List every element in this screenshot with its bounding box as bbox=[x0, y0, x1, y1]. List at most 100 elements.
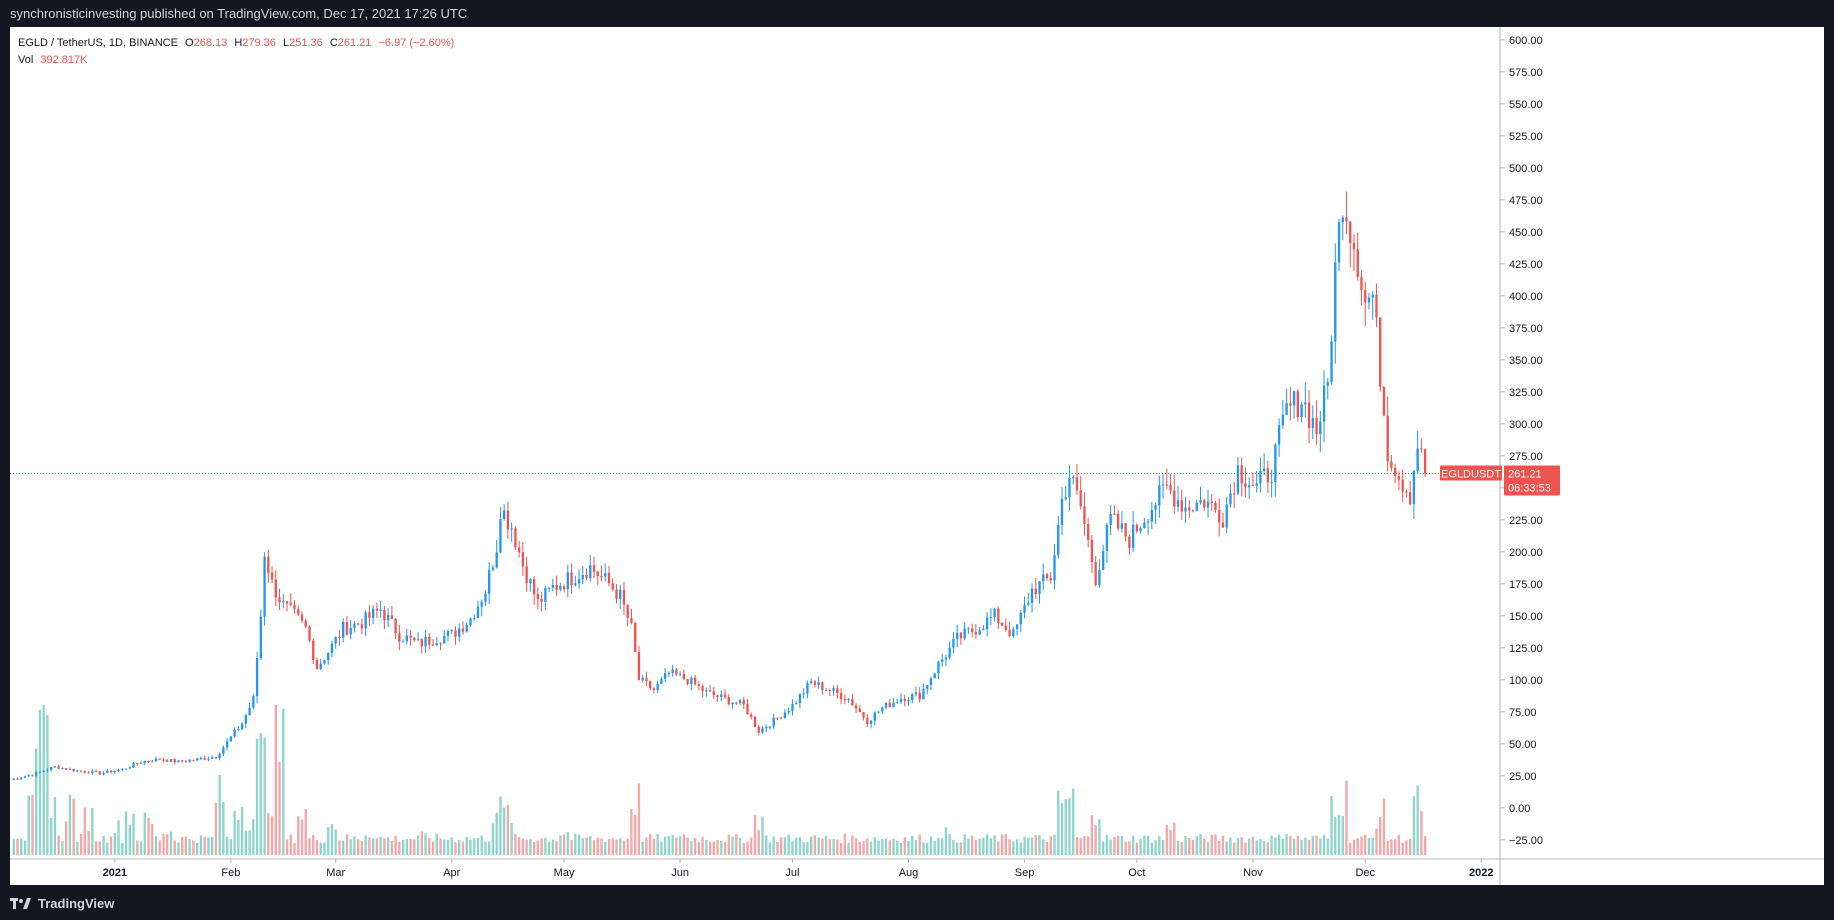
volume-bar bbox=[532, 841, 536, 855]
price-tick-label: 175.00 bbox=[1509, 579, 1543, 591]
candle-body bbox=[547, 587, 551, 589]
candle-body bbox=[544, 588, 547, 602]
candle bbox=[53, 766, 57, 769]
candle bbox=[847, 697, 850, 703]
candle-body bbox=[454, 630, 457, 637]
candle-body bbox=[1326, 382, 1329, 386]
candle bbox=[1176, 485, 1180, 512]
candle-body bbox=[1098, 570, 1101, 586]
volume-bar bbox=[1382, 798, 1386, 855]
candle-body bbox=[1087, 523, 1090, 540]
volume-bar bbox=[1337, 815, 1341, 855]
volume-bar bbox=[1375, 828, 1378, 855]
candle bbox=[622, 581, 626, 615]
candle-body bbox=[1266, 468, 1270, 483]
candle bbox=[102, 771, 105, 776]
candle bbox=[641, 674, 644, 683]
volume-bar bbox=[1027, 837, 1030, 855]
volume-bar bbox=[540, 838, 543, 855]
candle-body bbox=[854, 705, 858, 709]
candle bbox=[431, 639, 435, 646]
candle-body bbox=[338, 636, 341, 638]
candle bbox=[1064, 486, 1067, 501]
volume-bar bbox=[64, 821, 68, 855]
candle-body bbox=[64, 768, 68, 770]
volume-bar bbox=[409, 838, 412, 855]
volume-bar bbox=[360, 840, 364, 855]
price-chart[interactable]: 600.00 575.00 550.00 525.00 500.00 475.00 450.… bbox=[10, 27, 1824, 885]
candle bbox=[1180, 489, 1183, 521]
candle bbox=[596, 570, 599, 586]
volume-bar bbox=[327, 827, 330, 855]
candle-body bbox=[660, 678, 663, 684]
candle-body bbox=[634, 622, 637, 653]
candle bbox=[263, 552, 266, 626]
candle bbox=[79, 770, 83, 773]
volume-bar bbox=[128, 824, 131, 855]
candle-body bbox=[1113, 513, 1116, 515]
candle bbox=[663, 668, 667, 683]
candle-body bbox=[267, 556, 270, 573]
volume-bar bbox=[806, 841, 809, 855]
candle bbox=[1289, 386, 1292, 421]
volume-bar bbox=[499, 796, 502, 855]
price-tick-label: 125.00 bbox=[1509, 643, 1543, 655]
candle-body bbox=[50, 767, 53, 771]
volume-bar bbox=[1143, 835, 1146, 855]
candle bbox=[637, 645, 641, 681]
candle bbox=[956, 624, 959, 648]
candle bbox=[413, 636, 416, 642]
price-tick-label: 300.00 bbox=[1509, 419, 1543, 431]
volume-bar bbox=[626, 838, 629, 855]
candle-body bbox=[1270, 482, 1273, 484]
candle bbox=[750, 712, 753, 720]
price-tick-label: 75.00 bbox=[1509, 707, 1537, 719]
volume-bar bbox=[267, 812, 270, 855]
candle-body bbox=[1214, 502, 1217, 511]
candle bbox=[23, 775, 27, 779]
candle-body bbox=[121, 768, 124, 770]
candle-body bbox=[555, 585, 558, 590]
candle-body bbox=[1311, 418, 1314, 428]
volume-bar bbox=[817, 837, 820, 855]
candle-body bbox=[480, 601, 483, 607]
candle-body bbox=[87, 772, 90, 774]
candle-body bbox=[83, 771, 87, 773]
volume-bar bbox=[1195, 836, 1198, 855]
chart-area[interactable]: 600.00 575.00 550.00 525.00 500.00 475.00 450.… bbox=[10, 27, 1824, 885]
volume-bar bbox=[132, 813, 135, 855]
volume-bar bbox=[136, 840, 139, 855]
price-tick-label: 425.00 bbox=[1509, 259, 1543, 271]
candle bbox=[701, 684, 704, 698]
candle bbox=[166, 758, 169, 762]
candle-body bbox=[166, 760, 169, 762]
volume-bar bbox=[783, 837, 787, 855]
candle-body bbox=[484, 593, 487, 602]
volume-bar bbox=[1109, 839, 1112, 855]
candle-body bbox=[1131, 524, 1135, 548]
volume-bar bbox=[1060, 803, 1064, 855]
candle bbox=[544, 585, 547, 611]
candle-body bbox=[1416, 448, 1419, 471]
candle bbox=[1049, 572, 1052, 584]
candle bbox=[727, 694, 730, 706]
volume-bar bbox=[458, 839, 461, 855]
last-price-tag[interactable]: EGLDUSDT 261.21 06:33:53 bbox=[1440, 465, 1560, 496]
candle bbox=[1307, 389, 1311, 444]
candle-body bbox=[948, 647, 951, 658]
candle bbox=[682, 669, 686, 681]
candle-body bbox=[357, 623, 360, 625]
candle bbox=[521, 542, 525, 577]
candle bbox=[121, 768, 124, 772]
candle bbox=[1199, 486, 1202, 505]
candle bbox=[1023, 596, 1026, 619]
volume-bar bbox=[1034, 835, 1037, 855]
volume-bar bbox=[237, 819, 240, 855]
candle bbox=[517, 540, 521, 558]
volume-bar bbox=[937, 837, 940, 855]
tradingview-brand[interactable]: TradingView bbox=[10, 896, 114, 911]
candle bbox=[645, 671, 648, 687]
candle-body bbox=[619, 589, 622, 599]
candle bbox=[963, 621, 966, 641]
candle bbox=[1285, 388, 1288, 416]
